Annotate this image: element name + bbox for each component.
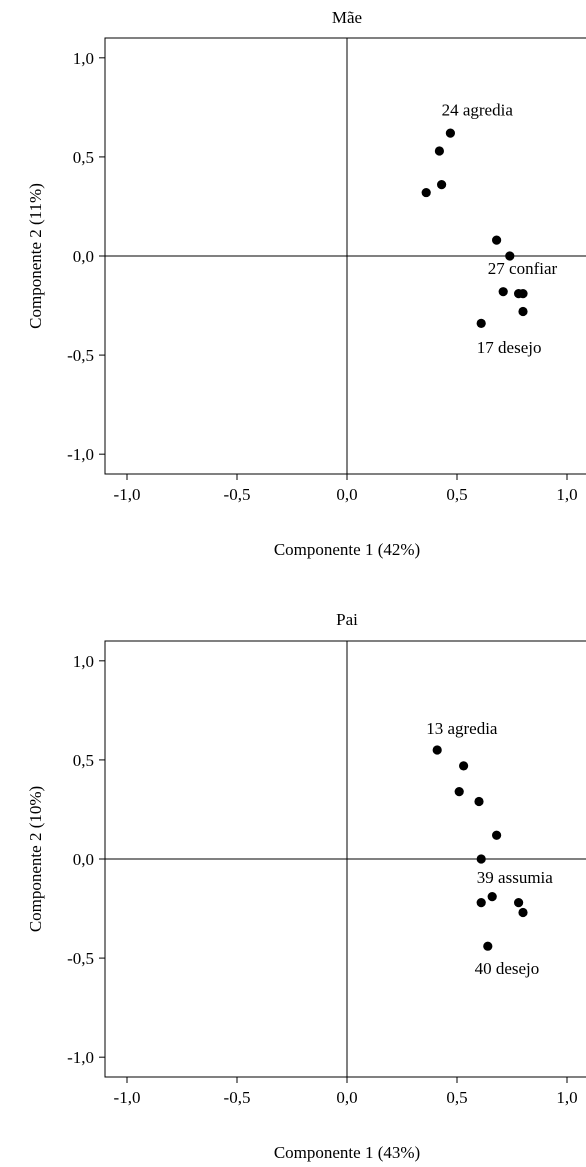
data-point <box>437 180 446 189</box>
x-tick-label: 1,0 <box>556 1088 577 1107</box>
data-point <box>492 236 501 245</box>
data-point <box>514 898 523 907</box>
x-tick-label: 0,5 <box>446 485 467 504</box>
y-axis-label: Componente 2 (10%) <box>26 786 45 932</box>
y-axis-label: Componente 2 (11%) <box>26 183 45 329</box>
data-point <box>477 898 486 907</box>
data-point <box>488 892 497 901</box>
data-point <box>459 761 468 770</box>
point-annotation: 13 agredia <box>426 719 498 738</box>
data-point <box>433 745 442 754</box>
y-tick-label: -0,5 <box>67 949 94 968</box>
y-tick-label: -1,0 <box>67 1048 94 1067</box>
y-tick-label: -0,5 <box>67 346 94 365</box>
data-point <box>518 908 527 917</box>
data-point <box>422 188 431 197</box>
plot-area: -1,0 -0,5 0,0 0,5 1,0 1,0 0,5 0,0 -0,5 -1,0 13 agr… <box>67 641 586 1107</box>
x-tick-label: 1,0 <box>556 485 577 504</box>
y-tick-label: 0,5 <box>73 148 94 167</box>
data-point <box>518 289 527 298</box>
point-annotation: 40 desejo <box>475 959 540 978</box>
y-tick-label: 0,0 <box>73 247 94 266</box>
data-point <box>477 854 486 863</box>
chart-panel-pai: Pai -1,0 -0,5 0,0 0,5 1,0 1,0 0,5 0,0 -0,5 -1,0 13… <box>26 610 586 1162</box>
chart-panel-mae: Mãe -1,0 -0,5 0,0 0,5 1,0 1,0 0,5 0,0 -0,5 -1,0 24… <box>26 8 586 559</box>
x-tick-label: -1,0 <box>114 485 141 504</box>
x-tick-label: 0,0 <box>336 485 357 504</box>
chart-title: Pai <box>336 610 358 629</box>
x-tick-label: 0,5 <box>446 1088 467 1107</box>
y-tick-label: 1,0 <box>73 652 94 671</box>
x-axis-label: Componente 1 (43%) <box>274 1143 420 1162</box>
y-tick-label: -1,0 <box>67 445 94 464</box>
point-annotation: 39 assumia <box>477 868 553 887</box>
point-annotation: 17 desejo <box>477 338 542 357</box>
plot-area: -1,0 -0,5 0,0 0,5 1,0 1,0 0,5 0,0 -0,5 -1,0 24 agr… <box>67 38 586 504</box>
x-tick-label: -0,5 <box>224 1088 251 1107</box>
y-tick-label: 0,5 <box>73 751 94 770</box>
x-axis-label: Componente 1 (42%) <box>274 540 420 559</box>
data-point <box>518 307 527 316</box>
data-point <box>455 787 464 796</box>
data-point <box>499 287 508 296</box>
point-annotation: 24 agredia <box>442 100 514 119</box>
x-tick-label: 0,0 <box>336 1088 357 1107</box>
x-tick-label: -1,0 <box>114 1088 141 1107</box>
chart-title: Mãe <box>332 8 362 27</box>
data-point <box>483 942 492 951</box>
data-point <box>474 797 483 806</box>
x-tick-label: -0,5 <box>224 485 251 504</box>
data-point <box>477 319 486 328</box>
y-tick-label: 1,0 <box>73 49 94 68</box>
data-point <box>492 831 501 840</box>
y-tick-label: 0,0 <box>73 850 94 869</box>
point-annotation: 27 confiar <box>488 259 558 278</box>
data-point <box>446 129 455 138</box>
data-point <box>435 146 444 155</box>
